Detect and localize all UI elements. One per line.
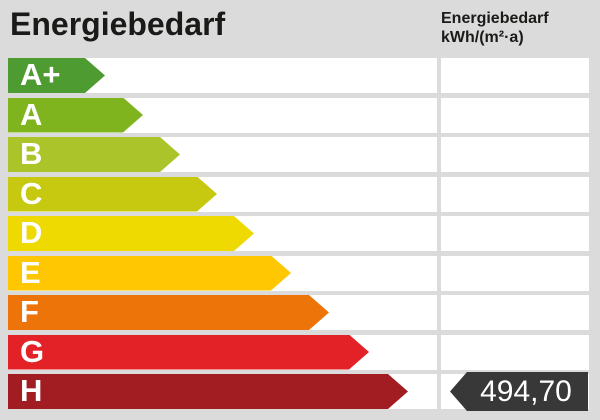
rating-arrow: H — [8, 374, 408, 409]
unit-header: Energiebedarf kWh/(m²·a) — [441, 9, 549, 47]
page-title: Energiebedarf — [10, 6, 226, 42]
rating-arrow: F — [8, 295, 329, 330]
indicator-value: 494,70 — [480, 375, 572, 408]
unit-header-unit: kWh/(m²·a) — [441, 29, 524, 46]
scale-row-a+: A+ — [8, 58, 589, 93]
scale-row-e: E — [8, 256, 589, 291]
scale-row-b: B — [8, 137, 589, 172]
rating-arrow: A — [8, 98, 143, 133]
rating-cell: A+ — [8, 58, 437, 93]
scale-row-c: C — [8, 177, 589, 212]
value-cell — [441, 176, 589, 212]
rating-letter: F — [20, 294, 39, 329]
rating-arrow: G — [8, 335, 369, 370]
value-indicator: 494,70 — [450, 372, 588, 411]
scale-row-g: G — [8, 335, 589, 370]
rating-arrow: C — [8, 177, 217, 212]
scale-row-d: D — [8, 216, 589, 251]
rating-letter: C — [20, 175, 43, 211]
rating-letter: E — [20, 254, 41, 290]
rating-cell: A — [8, 98, 437, 133]
rating-arrow: E — [8, 256, 291, 291]
rating-letter: A+ — [20, 57, 61, 92]
value-cell — [441, 255, 589, 291]
rating-letter: A — [20, 96, 43, 132]
rating-cell: C — [8, 177, 437, 212]
value-cell — [441, 97, 589, 133]
unit-header-title: Energiebedarf — [441, 10, 549, 27]
scale-row-f: F — [8, 295, 589, 330]
rating-cell: G — [8, 335, 437, 370]
rating-letter: D — [20, 215, 43, 250]
rating-cell: B — [8, 137, 437, 172]
rating-arrow: A+ — [8, 58, 105, 93]
rating-letter: B — [20, 136, 43, 171]
rating-cell: D — [8, 216, 437, 251]
rating-arrow: B — [8, 137, 180, 172]
rating-letter: H — [20, 373, 43, 408]
value-cell — [441, 334, 589, 370]
rating-cell: E — [8, 256, 437, 291]
value-cell — [441, 137, 589, 172]
scale-row-a: A — [8, 98, 589, 133]
rating-arrow: D — [8, 216, 254, 251]
rating-letter: G — [20, 333, 45, 369]
value-cell — [441, 58, 589, 93]
value-cell — [441, 216, 589, 251]
rating-cell: H — [8, 374, 437, 409]
scale-rows: A+ A B C D — [8, 58, 589, 409]
rating-cell: F — [8, 295, 437, 330]
value-cell — [441, 295, 589, 330]
